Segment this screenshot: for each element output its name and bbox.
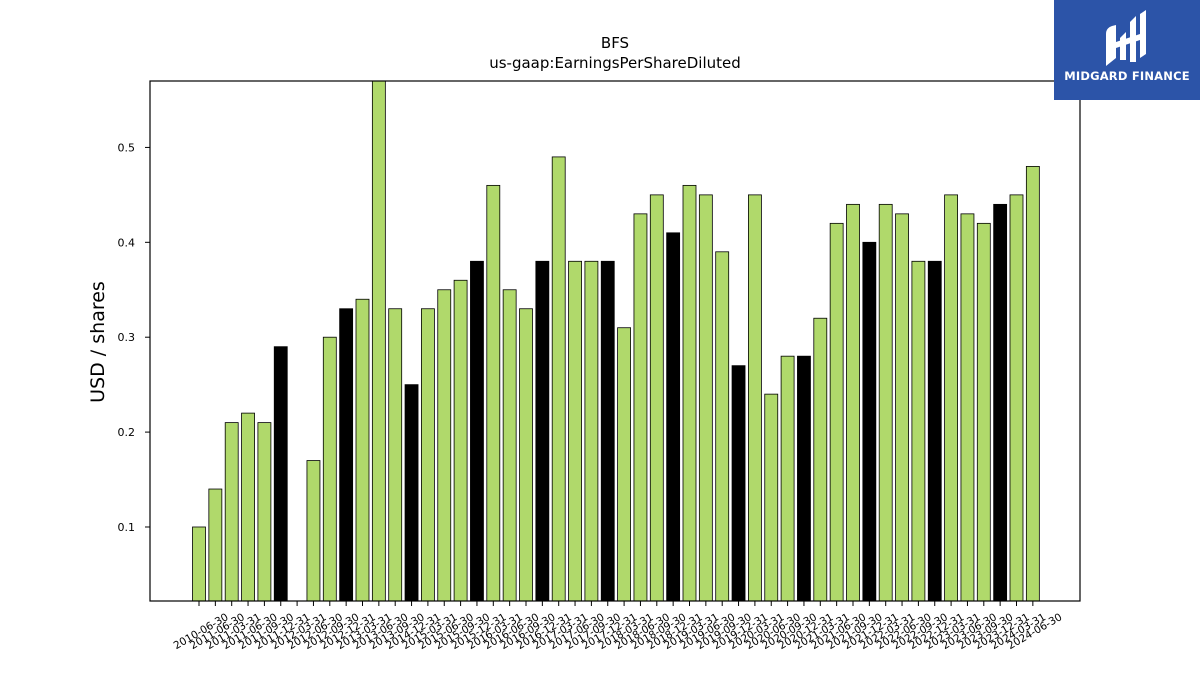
bar-30	[682, 184, 697, 602]
bar-39	[829, 222, 844, 602]
bar-37	[797, 355, 811, 602]
bar-41	[862, 241, 877, 602]
bar-18	[486, 184, 501, 602]
chart-subtitle: us-gaap:EarningsPerShareDiluted	[489, 54, 741, 72]
bar-34	[748, 194, 762, 602]
y-axis-label: USD / shares	[87, 281, 109, 403]
bar-43	[895, 213, 909, 602]
bar-27	[633, 213, 648, 602]
brand-name: MIDGARD FINANCE	[1064, 69, 1190, 83]
bar-19	[502, 289, 517, 602]
bar-14	[420, 308, 435, 602]
bar-4	[257, 422, 272, 602]
bar-20	[519, 308, 533, 602]
bar-8	[322, 336, 337, 602]
bar-17	[470, 260, 484, 602]
bars-group	[192, 80, 1040, 602]
bar-51	[1025, 165, 1040, 602]
bar-5	[273, 346, 288, 602]
bar-40	[846, 203, 860, 602]
bar-50	[1009, 194, 1024, 602]
bar-38	[813, 317, 828, 602]
bar-26	[617, 327, 631, 602]
x-ticks-group: 2010-06-302011-06-302011-03-312011-06-30…	[172, 601, 1064, 652]
bar-11	[371, 80, 386, 602]
y-ticks-group: 0.1 0.2 0.3 0.4 0.5	[118, 141, 150, 534]
bar-23	[568, 260, 582, 602]
bar-32	[715, 251, 730, 602]
bar-22	[551, 156, 566, 602]
midgard-logo-icon	[1106, 10, 1146, 66]
bar-33	[731, 365, 746, 602]
bar-1	[208, 488, 223, 602]
bar-12	[388, 308, 403, 602]
chart-title: BFS	[601, 34, 629, 52]
bar-2	[224, 422, 239, 602]
bar-48	[976, 222, 991, 602]
y-tick-label-2: 0.3	[118, 331, 136, 344]
bar-46	[944, 194, 958, 602]
bar-21	[535, 260, 550, 602]
bar-28	[649, 194, 664, 602]
brand-logo: MIDGARD FINANCE	[1054, 0, 1200, 100]
bar-31	[698, 194, 713, 602]
bar-10	[355, 298, 370, 602]
y-tick-label-3: 0.4	[118, 236, 136, 249]
bar-7	[306, 460, 321, 602]
y-tick-label-4: 0.5	[118, 141, 136, 154]
bar-36	[780, 355, 795, 602]
bar-49	[993, 203, 1008, 602]
bar-3	[241, 412, 255, 602]
bar-47	[960, 213, 975, 602]
bar-13	[404, 384, 419, 602]
bar-44	[911, 260, 926, 602]
bar-42	[878, 203, 893, 602]
bar-16	[453, 279, 468, 602]
bar-29	[666, 232, 681, 602]
bar-35	[764, 393, 779, 602]
bar-25	[600, 260, 615, 602]
bar-9	[339, 308, 354, 602]
bar-45	[927, 260, 942, 602]
bar-24	[584, 260, 599, 602]
bar-15	[437, 289, 452, 602]
plot-frame	[149, 80, 1081, 602]
y-tick-label-0: 0.1	[118, 521, 136, 534]
bar-0	[192, 526, 206, 602]
y-tick-label-1: 0.2	[118, 426, 136, 439]
